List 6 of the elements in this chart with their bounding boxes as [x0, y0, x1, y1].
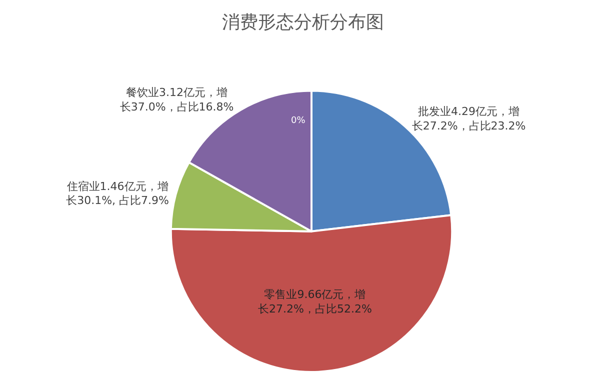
slice-label: 零售业9.66亿元，增长27.2%，占比52.2%: [258, 288, 372, 316]
chart-title: 消费形态分析分布图: [222, 12, 384, 33]
slice-label: 住宿业1.46亿元，增长30.1%, 占比7.9%: [66, 180, 169, 208]
text: 0%: [291, 116, 306, 126]
slice-label: 批发业4.29亿元，增长27.2%，占比23.2%: [412, 105, 526, 132]
slice-label: 餐饮业3.12亿元，增长37.0%，占比16.8%: [120, 86, 234, 114]
